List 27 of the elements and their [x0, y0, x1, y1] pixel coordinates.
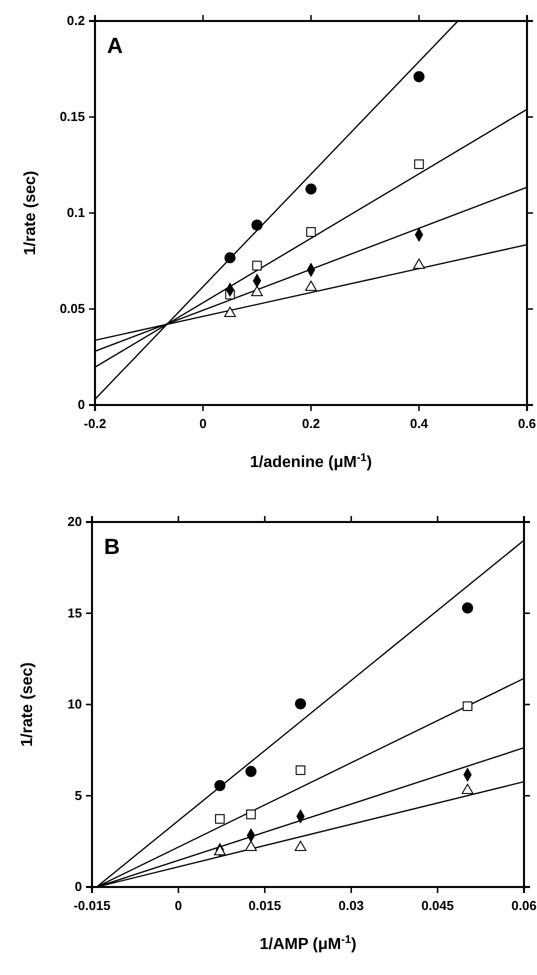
x-tick-label: 0.4 [410, 416, 429, 432]
y-tick-label: 0.1 [66, 205, 85, 220]
x-axis-title: 1/adenine (μM$^{-1}$) [250, 452, 372, 471]
y-tick-label: 0.2 [66, 13, 85, 28]
x-tick-label: 0.2 [302, 416, 320, 432]
x-tick-label: -0.015 [74, 898, 110, 914]
x-tick-label: -0.2 [84, 416, 106, 432]
y-tick-label: 0 [78, 397, 85, 412]
y-tick-label: 20 [68, 514, 82, 530]
annotation: A [107, 33, 123, 58]
y-tick-label: 5 [74, 788, 82, 803]
x-tick-label: 0.045 [421, 898, 454, 914]
y-axis-title: 1/rate (sec) [19, 662, 36, 747]
x-axis-title: 1/AMP (μM$^{-1}$) [260, 934, 356, 953]
x-tick-label: 0 [199, 416, 207, 432]
y-tick-label: 15 [68, 605, 82, 620]
annotation: B [104, 534, 120, 559]
x-tick-label: 0 [174, 898, 182, 914]
y-tick-label: 10 [68, 696, 82, 712]
x-tick-label: 0.03 [338, 898, 364, 914]
x-tick-label: 0.6 [518, 416, 536, 432]
y-tick-label: 0.05 [60, 301, 85, 316]
x-tick-label: 0.06 [511, 898, 537, 914]
y-axis-title: 1/rate (sec) [22, 170, 39, 256]
x-tick-label: 0.015 [248, 898, 282, 914]
y-tick-label: 0.15 [60, 109, 85, 124]
y-tick-label: 0 [74, 879, 82, 894]
